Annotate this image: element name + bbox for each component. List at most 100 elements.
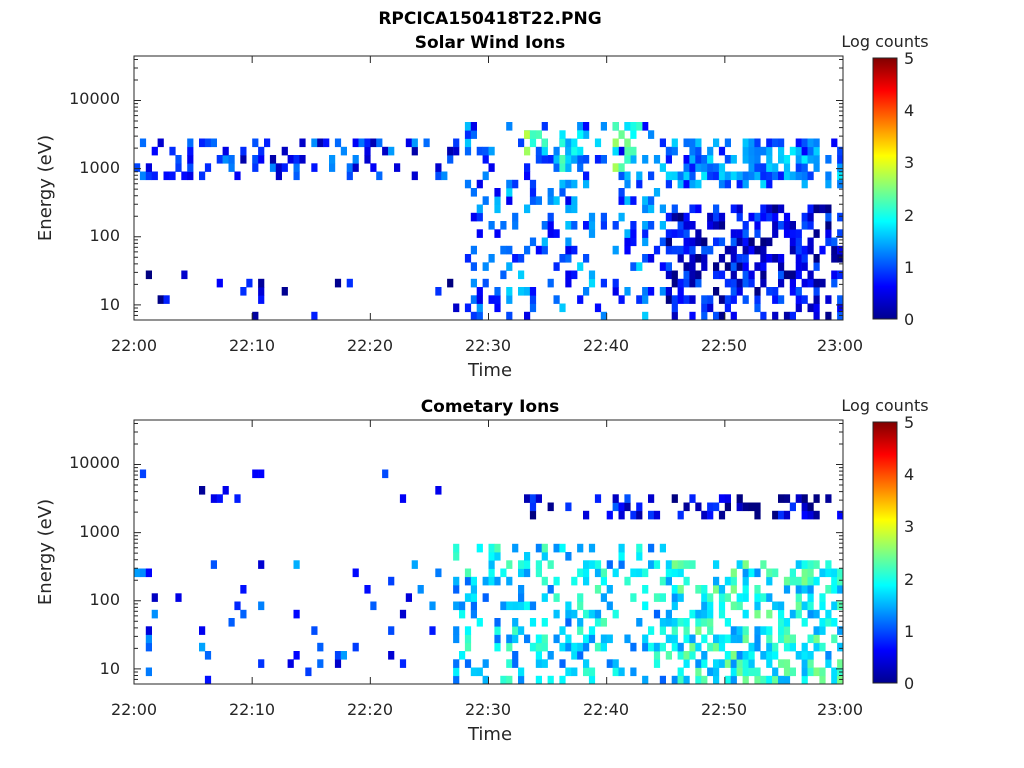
heatmap-cell (216, 278, 223, 288)
heatmap-cell (518, 568, 525, 578)
heatmap-cell (813, 642, 820, 652)
heatmap-cell (695, 626, 702, 635)
heatmap-cell (476, 212, 483, 222)
heatmap-cell (701, 171, 708, 181)
heatmap-cell (689, 642, 696, 652)
heatmap-cell (518, 270, 525, 280)
heatmap-cell (606, 585, 613, 594)
heatmap-cell (317, 642, 324, 652)
heatmap-cell (388, 651, 395, 660)
heatmap-cell (718, 171, 726, 181)
heatmap-cell (713, 171, 720, 181)
heatmap-cell (594, 642, 602, 652)
heatmap-cell (535, 675, 542, 685)
heatmap-cell (571, 651, 578, 660)
heatmap-cell (583, 155, 590, 164)
heatmap-cell (760, 245, 767, 255)
heatmap-cell (494, 303, 501, 313)
heatmap-cell (736, 287, 743, 296)
heatmap-cell (571, 196, 578, 205)
heatmap-cell (583, 510, 590, 520)
heatmap-cell (778, 204, 785, 214)
heatmap-cell (713, 502, 720, 512)
heatmap-cell (565, 196, 572, 205)
heatmap-cell (346, 163, 353, 172)
heatmap-cell (494, 188, 501, 197)
heatmap-cell (772, 642, 779, 652)
heatmap-cell (594, 155, 602, 164)
heatmap-cell (541, 618, 548, 627)
heatmap-cell (819, 626, 826, 635)
heatmap-cell (789, 229, 796, 238)
heatmap-cell (695, 155, 702, 164)
heatmap-cell (665, 295, 672, 304)
heatmap-cell (736, 634, 743, 644)
heatmap-cell (748, 502, 755, 512)
heatmap-cell (565, 237, 572, 247)
heatmap-cell (163, 171, 170, 181)
heatmap-cell (145, 171, 152, 181)
heatmap-cell (476, 287, 483, 296)
heatmap-cell (577, 163, 584, 172)
heatmap-cell (789, 576, 796, 586)
heatmap-cell (476, 295, 483, 304)
heatmap-cell (187, 163, 194, 172)
heatmap-cell (783, 510, 791, 520)
heatmap-cell (364, 146, 371, 156)
heatmap-cell (553, 593, 560, 602)
heatmap-cell (541, 221, 548, 230)
heatmap-cell (577, 642, 584, 652)
heatmap-cell (624, 502, 631, 512)
heatmap-cell (181, 171, 188, 181)
heatmap-cell (329, 155, 336, 164)
heatmap-cell (665, 262, 672, 271)
heatmap-cell (736, 262, 743, 271)
heatmap-cell (724, 494, 731, 503)
heatmap-cell (494, 618, 501, 627)
heatmap-cell (718, 163, 726, 172)
colorbar-label: Log counts (841, 32, 928, 51)
heatmap-cell (488, 543, 495, 553)
heatmap-cell (671, 675, 678, 685)
heatmap-cell (559, 626, 566, 635)
heatmap-cell (801, 212, 808, 222)
heatmap-cell (470, 295, 477, 304)
y-axis-label: Energy (eV) (35, 499, 56, 605)
heatmap-cell (671, 634, 678, 644)
heatmap-cell (364, 585, 371, 594)
heatmap-cell (778, 254, 785, 263)
heatmap-cell (370, 163, 377, 172)
heatmap-cell (789, 146, 796, 156)
heatmap-cell (701, 254, 708, 263)
heatmap-cell (801, 163, 808, 172)
heatmap-cell (482, 278, 489, 288)
heatmap-cell (264, 138, 271, 148)
heatmap-cell (795, 155, 802, 164)
heatmap-cell (778, 138, 785, 148)
heatmap-cell (730, 626, 737, 635)
heatmap-cell (588, 270, 596, 280)
heatmap-cell (766, 146, 773, 156)
heatmap-cell (577, 651, 584, 660)
heatmap-cell (240, 155, 247, 164)
heatmap-cell (671, 593, 678, 602)
heatmap-cell (541, 634, 548, 644)
heatmap-cell (677, 245, 684, 255)
heatmap-cell (807, 651, 814, 660)
heatmap-cell (659, 593, 666, 602)
heatmap-cell (742, 576, 749, 586)
heatmap-cell (713, 204, 720, 214)
heatmap-cell (464, 642, 472, 652)
heatmap-cell (175, 163, 182, 172)
x-tick-label: 22:10 (229, 700, 275, 719)
y-tick-label: 10000 (69, 89, 120, 108)
heatmap-cell (529, 642, 537, 652)
heatmap-cell (783, 155, 791, 164)
heatmap-cell (524, 634, 531, 644)
heatmap-cell (547, 155, 554, 164)
heatmap-cell (837, 270, 844, 280)
heatmap-cell (766, 609, 773, 619)
heatmap-cell (612, 609, 619, 619)
heatmap-cell (707, 221, 714, 230)
heatmap-cell (665, 576, 672, 586)
